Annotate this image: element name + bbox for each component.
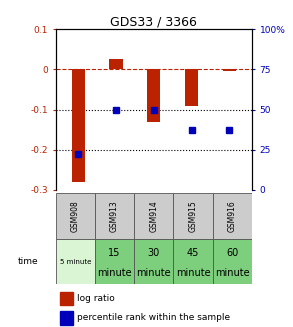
Title: GDS33 / 3366: GDS33 / 3366 (110, 15, 197, 28)
Text: 15: 15 (108, 249, 121, 258)
Bar (223, 70, 236, 72)
Text: minute: minute (176, 268, 210, 278)
Text: minute: minute (97, 268, 132, 278)
Bar (110, 60, 123, 70)
Bar (213, 193, 252, 239)
Text: 45: 45 (187, 249, 199, 258)
Text: GSM913: GSM913 (110, 200, 119, 232)
Text: log ratio: log ratio (77, 294, 115, 303)
Text: GSM908: GSM908 (71, 200, 80, 232)
Text: GSM915: GSM915 (189, 200, 197, 232)
Bar (134, 193, 173, 239)
Text: minute: minute (215, 268, 250, 278)
Text: time: time (17, 257, 38, 266)
Bar (213, 239, 252, 284)
Text: minute: minute (137, 268, 171, 278)
Text: GSM916: GSM916 (228, 200, 237, 232)
Bar (56, 239, 95, 284)
Text: 5 minute: 5 minute (59, 259, 91, 265)
Bar (173, 239, 213, 284)
Text: 30: 30 (148, 249, 160, 258)
Bar (147, 70, 161, 122)
Bar (59, 292, 73, 305)
Bar (56, 193, 95, 239)
Text: GSM914: GSM914 (149, 200, 158, 232)
Bar (134, 239, 173, 284)
Bar (95, 239, 134, 284)
Bar (95, 193, 134, 239)
Bar (59, 311, 73, 325)
Text: 60: 60 (226, 249, 239, 258)
Bar (173, 193, 213, 239)
Bar (185, 70, 198, 106)
Bar (72, 70, 85, 182)
Text: percentile rank within the sample: percentile rank within the sample (77, 314, 230, 322)
